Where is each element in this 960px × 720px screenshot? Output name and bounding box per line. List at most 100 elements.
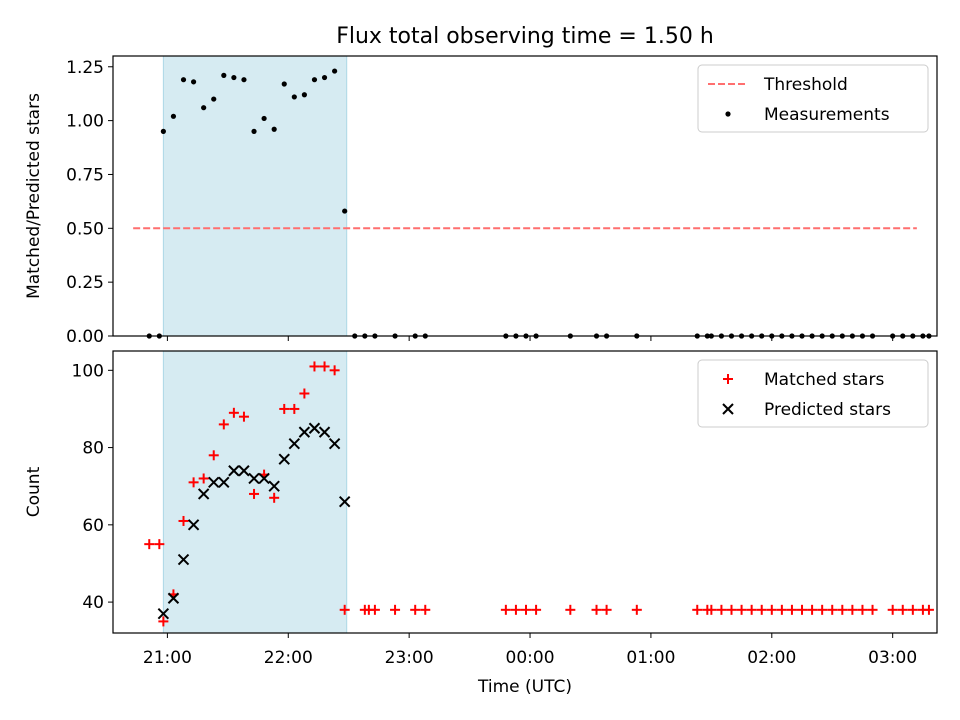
top-ytick-label: 0.00 [66,327,104,347]
legend-measurement-swatch [725,111,731,117]
top-shaded-interval [162,55,348,337]
matched-star-marker [510,604,521,615]
marker-stroke [328,438,341,450]
matched-star-marker [420,604,431,615]
matched-star-marker [565,604,576,615]
bottom-ytick-label: 60 [82,516,104,536]
marker-stroke [258,472,270,485]
measurement-point [221,72,227,78]
matched-star-marker [591,604,602,615]
matched-star-marker [631,604,642,615]
matched-star-marker [309,361,320,372]
predicted-star-marker [258,472,270,485]
matched-star-marker [218,419,229,430]
top-ytick-label: 1.25 [66,58,104,78]
matched-star-marker [807,604,818,615]
marker-stroke [228,465,240,477]
marker-stroke [268,480,280,492]
measurement-point [180,77,187,83]
bottom-xtick-label: 22:00 [264,648,313,668]
matched-star-marker [339,604,350,615]
matched-star-marker [786,604,797,615]
matched-star-marker [897,604,908,615]
legend-box [697,359,929,428]
marker-stroke [288,438,301,450]
measurement-point [211,96,217,102]
top-ylabel: Matched/Predicted stars [24,93,44,299]
measurement-point [241,77,247,83]
bottom-series-predicted-stars [157,422,351,620]
matched-star-marker [369,604,380,615]
matched-star-marker [837,604,848,615]
matched-star-marker [736,604,747,615]
predicted-star-marker [177,553,190,566]
bottom-axes-frame [112,350,938,634]
predicted-star-marker [308,422,321,434]
matched-star-marker [279,403,290,414]
legend-label: Predicted stars [764,400,891,420]
matched-star-marker [154,539,165,550]
matched-star-marker [319,361,330,372]
matched-star-marker [746,604,757,615]
matched-star-marker [238,411,249,422]
marker-stroke [187,519,200,531]
legend-label: Matched stars [764,370,884,390]
matched-star-marker [188,477,199,488]
matched-star-marker [716,604,727,615]
matched-star-marker [706,604,717,615]
legend-predicted-swatch [722,403,734,415]
matched-star-marker [797,604,808,615]
predicted-star-marker [298,426,311,438]
top-ytick-label: 1.00 [66,112,104,132]
matched-star-marker [329,365,340,376]
measurement-point [291,94,297,100]
marker-stroke [177,553,190,566]
matched-star-marker [847,604,858,615]
marker-stroke [318,426,331,438]
top-panel: 0.00 0.25 0.50 0.75 1.00 1.25 Matched/Predicte… [24,55,938,347]
marker-stroke [338,495,351,508]
matched-star-marker [198,473,209,484]
matched-star-marker [756,604,767,615]
matched-star-marker [299,388,310,399]
predicted-star-marker [248,472,260,485]
measurement-point [311,77,318,83]
matched-star-marker [827,604,838,615]
measurement-point [190,79,197,85]
predicted-star-marker [238,465,250,477]
predicted-star-marker [167,592,180,604]
marker-stroke [308,422,321,434]
predicted-star-marker [228,465,240,477]
matched-star-marker [887,604,898,615]
legend-label: Threshold [763,75,848,95]
matched-star-marker [144,539,155,550]
measurement-point [251,128,257,134]
matched-star-marker [249,488,260,499]
measurement-point [160,128,166,134]
predicted-star-marker [268,480,280,492]
marker-stroke [238,465,250,477]
bottom-ytick-label: 80 [82,439,104,459]
matched-star-marker [692,604,703,615]
matched-star-marker [907,604,918,615]
matched-star-marker [776,604,787,615]
measurement-point [170,113,177,119]
matched-star-marker [867,604,878,615]
measurement-point [281,81,287,87]
bottom-xtick-label: 23:00 [385,648,434,668]
top-ytick-label: 0.75 [66,165,104,185]
measurement-point [332,68,338,74]
marker-stroke [248,472,260,485]
bottom-xtick-label: 21:00 [143,648,192,668]
bottom-xtick-label: 01:00 [626,648,675,668]
x-axis-label: Time (UTC) [477,677,572,697]
predicted-star-marker [197,488,210,500]
matched-star-marker [390,604,401,615]
bottom-xtick-label: 00:00 [506,648,555,668]
matched-star-marker [500,604,511,615]
bottom-xtick-label: 03:00 [868,648,917,668]
measurement-point [231,74,237,81]
marker-stroke [197,488,210,500]
bottom-xtick-label: 02:00 [747,648,796,668]
